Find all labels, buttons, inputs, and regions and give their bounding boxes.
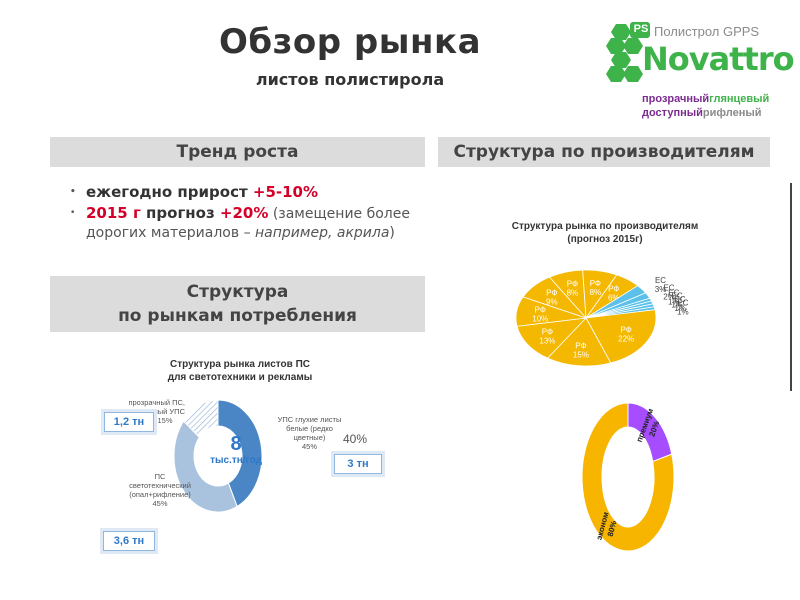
- markets-chart-title-line2: для светотехники и рекламы: [167, 372, 313, 383]
- bullet-growth-text: ежегодно прирост: [86, 183, 253, 201]
- producers-slice-label: ЕС: [675, 295, 686, 304]
- producers-slice-value: 6%: [608, 294, 620, 303]
- producers-slice-value: 1%: [668, 297, 680, 306]
- label-ps-line2: светотехнический: [129, 481, 191, 490]
- logo-tagline-1b: глянцевый: [709, 93, 770, 105]
- segment-slice: [581, 402, 675, 552]
- producers-slice: [546, 317, 612, 367]
- markets-chart-title-line1: Структура рынка листов ПС: [170, 359, 310, 370]
- markets-chart-title: Структура рынка листов ПС для светотехни…: [130, 358, 350, 384]
- producers-pie-chart: РФ8%РФ8% РФ6%ЕС3%ЕС2%ЕС1%ЕС1%ЕС1%ЕС1%РФ22…: [515, 269, 689, 367]
- producers-slice-label: РФ: [575, 341, 586, 350]
- producers-chart-title-line2: (прогноз 2015г): [567, 234, 643, 245]
- producers-slice-value: 1%: [671, 301, 683, 310]
- logo-brand: Novattro: [642, 40, 795, 78]
- logo-badge: PS: [633, 23, 649, 35]
- markets-donut-center: 8 тыс.тн/год: [196, 433, 276, 466]
- producers-slice-value: 3%: [655, 285, 667, 294]
- segment-slice-value: 80%: [606, 520, 619, 538]
- producers-slice-label: ЕС: [672, 292, 683, 301]
- label-ups-line3: цветные): [293, 433, 326, 442]
- producers-chart-title-line1: Структура рынка по производителям: [511, 221, 699, 232]
- page-title: Обзор рынка: [218, 22, 482, 62]
- label-clear-ps: прозрачный ПС, …альный УПС 15%: [105, 398, 185, 425]
- logo-product: Полистрол GPPS: [654, 24, 760, 39]
- logo-tagline-2a: доступный: [642, 107, 703, 119]
- bullet-forecast-value: +20%: [219, 204, 269, 222]
- bullet-forecast-end: ): [389, 225, 395, 241]
- producers-slice-label: РФ: [620, 326, 631, 335]
- bullet-growth: ежегодно прирост +5-10%: [70, 183, 421, 202]
- producers-slice-label: ЕС: [655, 276, 666, 285]
- logo-tagline: прозрачныйглянцевый доступныйрифленый: [642, 92, 769, 120]
- label-ps-lighting: ПС светотехнический (опал+рифление) 45%: [110, 472, 210, 508]
- producers-slice-label: РФ: [546, 289, 557, 298]
- label-ups-pct: 45%: [301, 442, 317, 451]
- section-trend: Тренд роста: [50, 137, 425, 167]
- producers-slice-value: 15%: [573, 350, 589, 359]
- producers-slice-value: 1%: [677, 308, 689, 317]
- markets-slice: [182, 399, 219, 439]
- producers-slice: [516, 317, 588, 359]
- logo-tagline-1a: прозрачный: [642, 93, 710, 105]
- producers-slice-label: РФ: [535, 306, 546, 315]
- bullet-growth-value: +5-10%: [252, 183, 319, 201]
- producers-slice-value: 10%: [532, 315, 548, 324]
- tag-1-2-tn: 1,2 тн: [104, 412, 154, 432]
- section-markets: Структура по рынкам потребления: [50, 276, 425, 332]
- label-ups: УПС глухие листы белые (редко цветные) 4…: [262, 415, 357, 451]
- label-clear-ps-pct: 15%: [157, 416, 173, 425]
- label-ups-line1: УПС глухие листы: [277, 415, 342, 424]
- section-markets-line2: по рынкам потребления: [118, 306, 357, 326]
- producers-chart-title: Структура рынка по производителям (прогн…: [455, 220, 755, 246]
- producers-slice-value: 1%: [674, 304, 686, 313]
- producers-slice-value: 8%: [567, 289, 579, 298]
- hexagon-logo-icon: [606, 22, 650, 82]
- bullet-forecast-text: прогноз: [140, 204, 220, 222]
- producers-slice-label: ЕС: [663, 283, 674, 292]
- tag-3-tn: 3 тн: [334, 454, 382, 474]
- label-ps-line3: (опал+рифление): [129, 490, 191, 499]
- bullet-forecast-example: например, акрила: [255, 225, 390, 241]
- producers-slice-label: ЕС: [668, 288, 679, 297]
- producers-slice-label: РФ: [608, 285, 619, 294]
- producers-slice-value: 8%: [590, 288, 602, 297]
- brand-logo: PS Полистрол GPPS Novattro прозрачныйгля…: [604, 20, 795, 120]
- producers-slice-value: 13%: [539, 336, 555, 345]
- bullet-forecast-year: 2015 г: [86, 204, 141, 222]
- markets-center-value: 8: [230, 433, 242, 455]
- producers-slice-label: РФ: [542, 327, 553, 336]
- producers-slice-value: 9%: [546, 298, 558, 307]
- producers-slice-label: ЕС: [677, 299, 688, 308]
- label-clear-ps-line2: …альный УПС: [133, 407, 185, 416]
- label-ps-line1: ПС: [154, 472, 166, 481]
- producers-slice-value: 2%: [663, 292, 675, 301]
- markets-center-unit: тыс.тн/год: [210, 455, 262, 466]
- floating-percent: 40%: [343, 432, 368, 446]
- producers-slice: [522, 276, 588, 319]
- trend-bullets: ежегодно прирост +5-10% 2015 г прогноз +…: [70, 183, 421, 245]
- producers-slice-value: 22%: [618, 335, 634, 344]
- vertical-divider: [790, 183, 792, 391]
- markets-slice: [217, 399, 263, 508]
- label-ps-pct: 45%: [152, 499, 168, 508]
- bullet-forecast: 2015 г прогноз +20% (замещение более дор…: [70, 204, 421, 243]
- logo-tagline-2b: рифленый: [702, 107, 762, 119]
- producers-slice-label: РФ: [590, 279, 601, 288]
- bullet-forecast-rest: (замещение более дорогих материалов –: [86, 206, 410, 241]
- label-ups-line2: белые (редко: [286, 424, 333, 433]
- producers-slice-label: РФ: [567, 280, 578, 289]
- section-producers: Структура по производителям: [438, 137, 770, 167]
- markets-slice: [173, 420, 238, 513]
- label-clear-ps-line1: прозрачный ПС,: [128, 398, 185, 407]
- tag-3-6-tn: 3,6 тн: [103, 531, 155, 551]
- page-subtitle: листов полистирола: [255, 70, 445, 89]
- markets-donut-chart: [173, 399, 263, 513]
- section-markets-line1: Структура: [186, 282, 289, 302]
